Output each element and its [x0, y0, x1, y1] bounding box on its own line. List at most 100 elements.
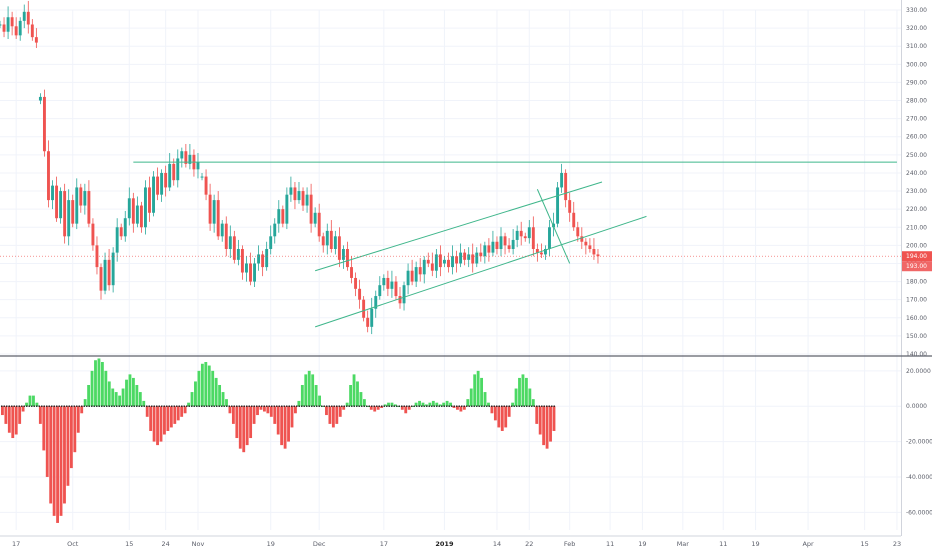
candle[interactable] [410, 270, 414, 282]
histogram-bar[interactable] [87, 384, 91, 407]
candle[interactable] [79, 187, 83, 206]
histogram-bar[interactable] [483, 392, 487, 407]
candle[interactable] [483, 245, 487, 257]
candle[interactable] [560, 172, 564, 188]
histogram-bar[interactable] [504, 406, 508, 428]
candle[interactable] [257, 254, 261, 264]
histogram-bar[interactable] [180, 406, 184, 417]
candle[interactable] [426, 259, 430, 264]
candle[interactable] [350, 267, 353, 278]
histogram-bar[interactable] [431, 400, 435, 407]
candle[interactable] [265, 248, 269, 268]
candle[interactable] [103, 259, 107, 291]
histogram-bar[interactable] [104, 370, 108, 407]
candle[interactable] [398, 296, 402, 304]
candle[interactable] [240, 248, 244, 273]
candle[interactable] [313, 212, 317, 224]
candle[interactable] [564, 172, 568, 201]
candle[interactable] [10, 17, 14, 27]
candle[interactable] [269, 236, 273, 249]
histogram-bar[interactable] [493, 406, 497, 421]
candle[interactable] [208, 194, 212, 224]
histogram-bar[interactable] [531, 399, 535, 407]
histogram-bar[interactable] [297, 400, 301, 407]
histogram-bar[interactable] [228, 406, 232, 414]
histogram-bar[interactable] [280, 406, 284, 446]
candle[interactable] [47, 151, 50, 201]
candle[interactable] [200, 176, 204, 178]
histogram-bar[interactable] [218, 384, 222, 407]
histogram-bar[interactable] [452, 406, 456, 408]
histogram-bar[interactable] [380, 406, 384, 408]
candle[interactable] [515, 230, 519, 240]
histogram-bar[interactable] [107, 381, 111, 407]
candle[interactable] [556, 187, 560, 224]
histogram-bar[interactable] [414, 402, 418, 407]
histogram-bar[interactable] [276, 406, 280, 435]
candle[interactable] [26, 11, 30, 25]
histogram-bar[interactable] [73, 406, 77, 453]
candle[interactable] [390, 281, 394, 289]
histogram-bar[interactable] [249, 406, 253, 439]
candle[interactable] [289, 187, 293, 195]
candle[interactable] [172, 163, 176, 181]
candle[interactable] [148, 187, 151, 213]
histogram-bar[interactable] [356, 381, 359, 407]
candle[interactable] [321, 236, 325, 246]
histogram-bar[interactable] [211, 370, 215, 407]
histogram-bar[interactable] [235, 406, 239, 439]
candle[interactable] [176, 158, 180, 181]
candle[interactable] [434, 254, 438, 271]
candle[interactable] [249, 263, 252, 282]
candle[interactable] [467, 254, 471, 260]
trendline-channel_lower[interactable] [314, 215, 647, 328]
histogram-bar[interactable] [114, 392, 118, 407]
histogram-bar[interactable] [142, 400, 146, 407]
candle[interactable] [406, 270, 410, 286]
candle[interactable] [131, 198, 135, 224]
histogram-bar[interactable] [445, 400, 449, 407]
candle[interactable] [55, 185, 59, 219]
trendline-channel_upper[interactable] [315, 181, 603, 272]
histogram-bar[interactable] [487, 402, 490, 407]
histogram-bar[interactable] [94, 360, 97, 407]
histogram-bar[interactable] [500, 406, 504, 431]
histogram-bar[interactable] [335, 406, 339, 424]
candle[interactable] [531, 227, 535, 249]
histogram-bar[interactable] [521, 374, 525, 407]
candle[interactable] [22, 11, 26, 21]
histogram-bar[interactable] [28, 395, 32, 407]
histogram-bar[interactable] [476, 370, 480, 407]
histogram-bar[interactable] [42, 406, 46, 451]
candle[interactable] [511, 239, 515, 249]
histogram-bar[interactable] [342, 406, 346, 410]
candle[interactable] [297, 191, 301, 201]
candle[interactable] [596, 254, 600, 257]
histogram-bar[interactable] [97, 358, 101, 407]
candle[interactable] [382, 277, 386, 286]
histogram-bar[interactable] [131, 377, 135, 407]
histogram-bar[interactable] [387, 402, 390, 407]
histogram-bar[interactable] [69, 406, 73, 469]
candle[interactable] [588, 245, 592, 249]
candle[interactable] [232, 236, 236, 260]
histogram-bar[interactable] [163, 406, 166, 435]
candle[interactable] [519, 230, 523, 237]
candle[interactable] [216, 200, 220, 237]
histogram-bar[interactable] [321, 406, 325, 408]
histogram-bar[interactable] [359, 392, 363, 407]
candle[interactable] [576, 227, 580, 237]
histogram-bar[interactable] [128, 374, 132, 407]
candle[interactable] [253, 263, 256, 282]
histogram-bar[interactable] [511, 402, 515, 407]
histogram-bar[interactable] [307, 370, 311, 407]
histogram-bar[interactable] [14, 406, 18, 435]
histogram-bar[interactable] [442, 402, 446, 407]
histogram-bar[interactable] [287, 406, 290, 442]
histogram-bar[interactable] [362, 399, 366, 407]
candle[interactable] [119, 227, 123, 237]
candle[interactable] [293, 187, 297, 201]
candle[interactable] [220, 223, 224, 237]
candle[interactable] [523, 236, 527, 239]
histogram-bar[interactable] [318, 395, 321, 407]
